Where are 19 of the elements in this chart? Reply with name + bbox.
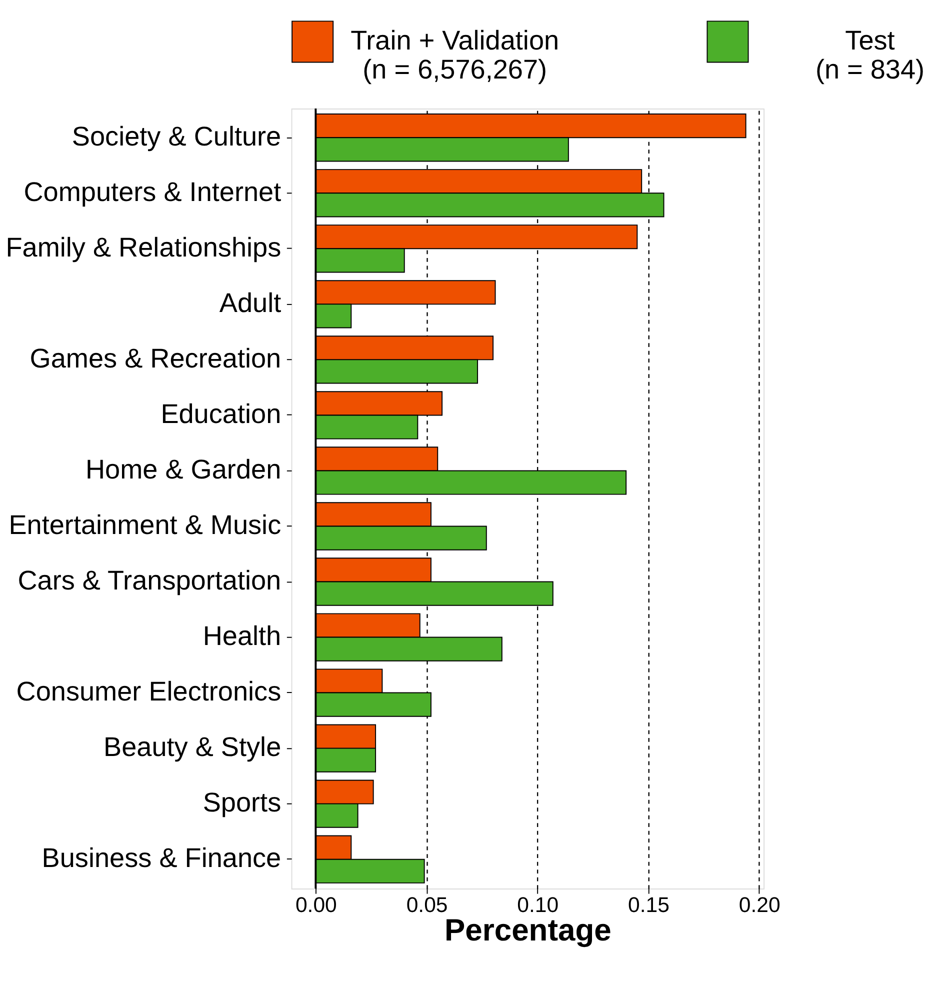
x-tick-label: 0.15 xyxy=(628,893,670,918)
y-tick-label: Home & Garden xyxy=(85,453,282,484)
y-tick-label: Family & Relationships xyxy=(6,231,282,262)
y-tick-label: Consumer Electronics xyxy=(16,676,282,707)
text: Test (n = 834) xyxy=(815,24,925,84)
legend-label: Train + Validation (n = 6,576,267) xyxy=(350,24,560,84)
x-tick-label: 0.00 xyxy=(295,893,337,918)
y-tick-label: Cars & Transportation xyxy=(18,564,282,596)
x-tick-label: 0.20 xyxy=(738,893,780,918)
y-tick-label: Adult xyxy=(219,286,282,318)
y-tick-label: Health xyxy=(202,620,282,652)
y-tick-label: Society & Culture xyxy=(72,120,282,152)
y-tick-label: Entertainment & Music xyxy=(8,508,282,540)
y-tick-label: Computers & Internet xyxy=(24,176,282,207)
y-tick-label: Business & Finance xyxy=(42,842,282,874)
y-tick-label: Games & Recreation xyxy=(30,342,282,374)
y-tick-label: Education xyxy=(160,398,282,429)
y-tick-label: Sports xyxy=(202,786,282,818)
y-tick-label: Beauty & Style xyxy=(104,731,282,762)
